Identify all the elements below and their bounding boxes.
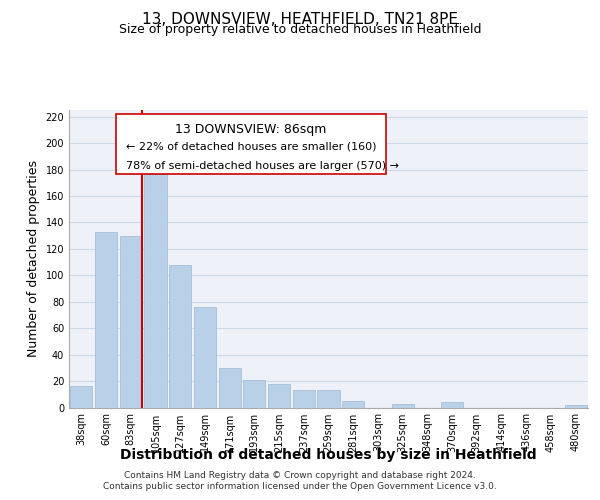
FancyBboxPatch shape	[116, 114, 386, 174]
Bar	[194, 307, 216, 408]
Text: 78% of semi-detached houses are larger (570) →: 78% of semi-detached houses are larger (…	[126, 160, 399, 170]
Text: 13, DOWNSVIEW, HEATHFIELD, TN21 8PE: 13, DOWNSVIEW, HEATHFIELD, TN21 8PE	[142, 12, 458, 28]
Text: ← 22% of detached houses are smaller (160): ← 22% of detached houses are smaller (16…	[126, 141, 377, 151]
Bar	[441, 402, 463, 407]
Bar	[243, 380, 265, 407]
Text: Size of property relative to detached houses in Heathfield: Size of property relative to detached ho…	[119, 24, 481, 36]
Bar	[145, 166, 167, 408]
Text: Contains public sector information licensed under the Open Government Licence v3: Contains public sector information licen…	[103, 482, 497, 491]
Bar	[218, 368, 241, 408]
Bar	[95, 232, 117, 408]
Text: Contains HM Land Registry data © Crown copyright and database right 2024.: Contains HM Land Registry data © Crown c…	[124, 471, 476, 480]
Bar	[169, 264, 191, 408]
Text: Distribution of detached houses by size in Heathfield: Distribution of detached houses by size …	[121, 448, 537, 462]
Bar	[119, 236, 142, 408]
Text: 13 DOWNSVIEW: 86sqm: 13 DOWNSVIEW: 86sqm	[175, 124, 326, 136]
Bar	[342, 401, 364, 407]
Bar	[268, 384, 290, 407]
Y-axis label: Number of detached properties: Number of detached properties	[27, 160, 40, 357]
Bar	[293, 390, 315, 407]
Bar	[565, 405, 587, 407]
Bar	[317, 390, 340, 407]
Bar	[70, 386, 92, 407]
Bar	[392, 404, 414, 407]
